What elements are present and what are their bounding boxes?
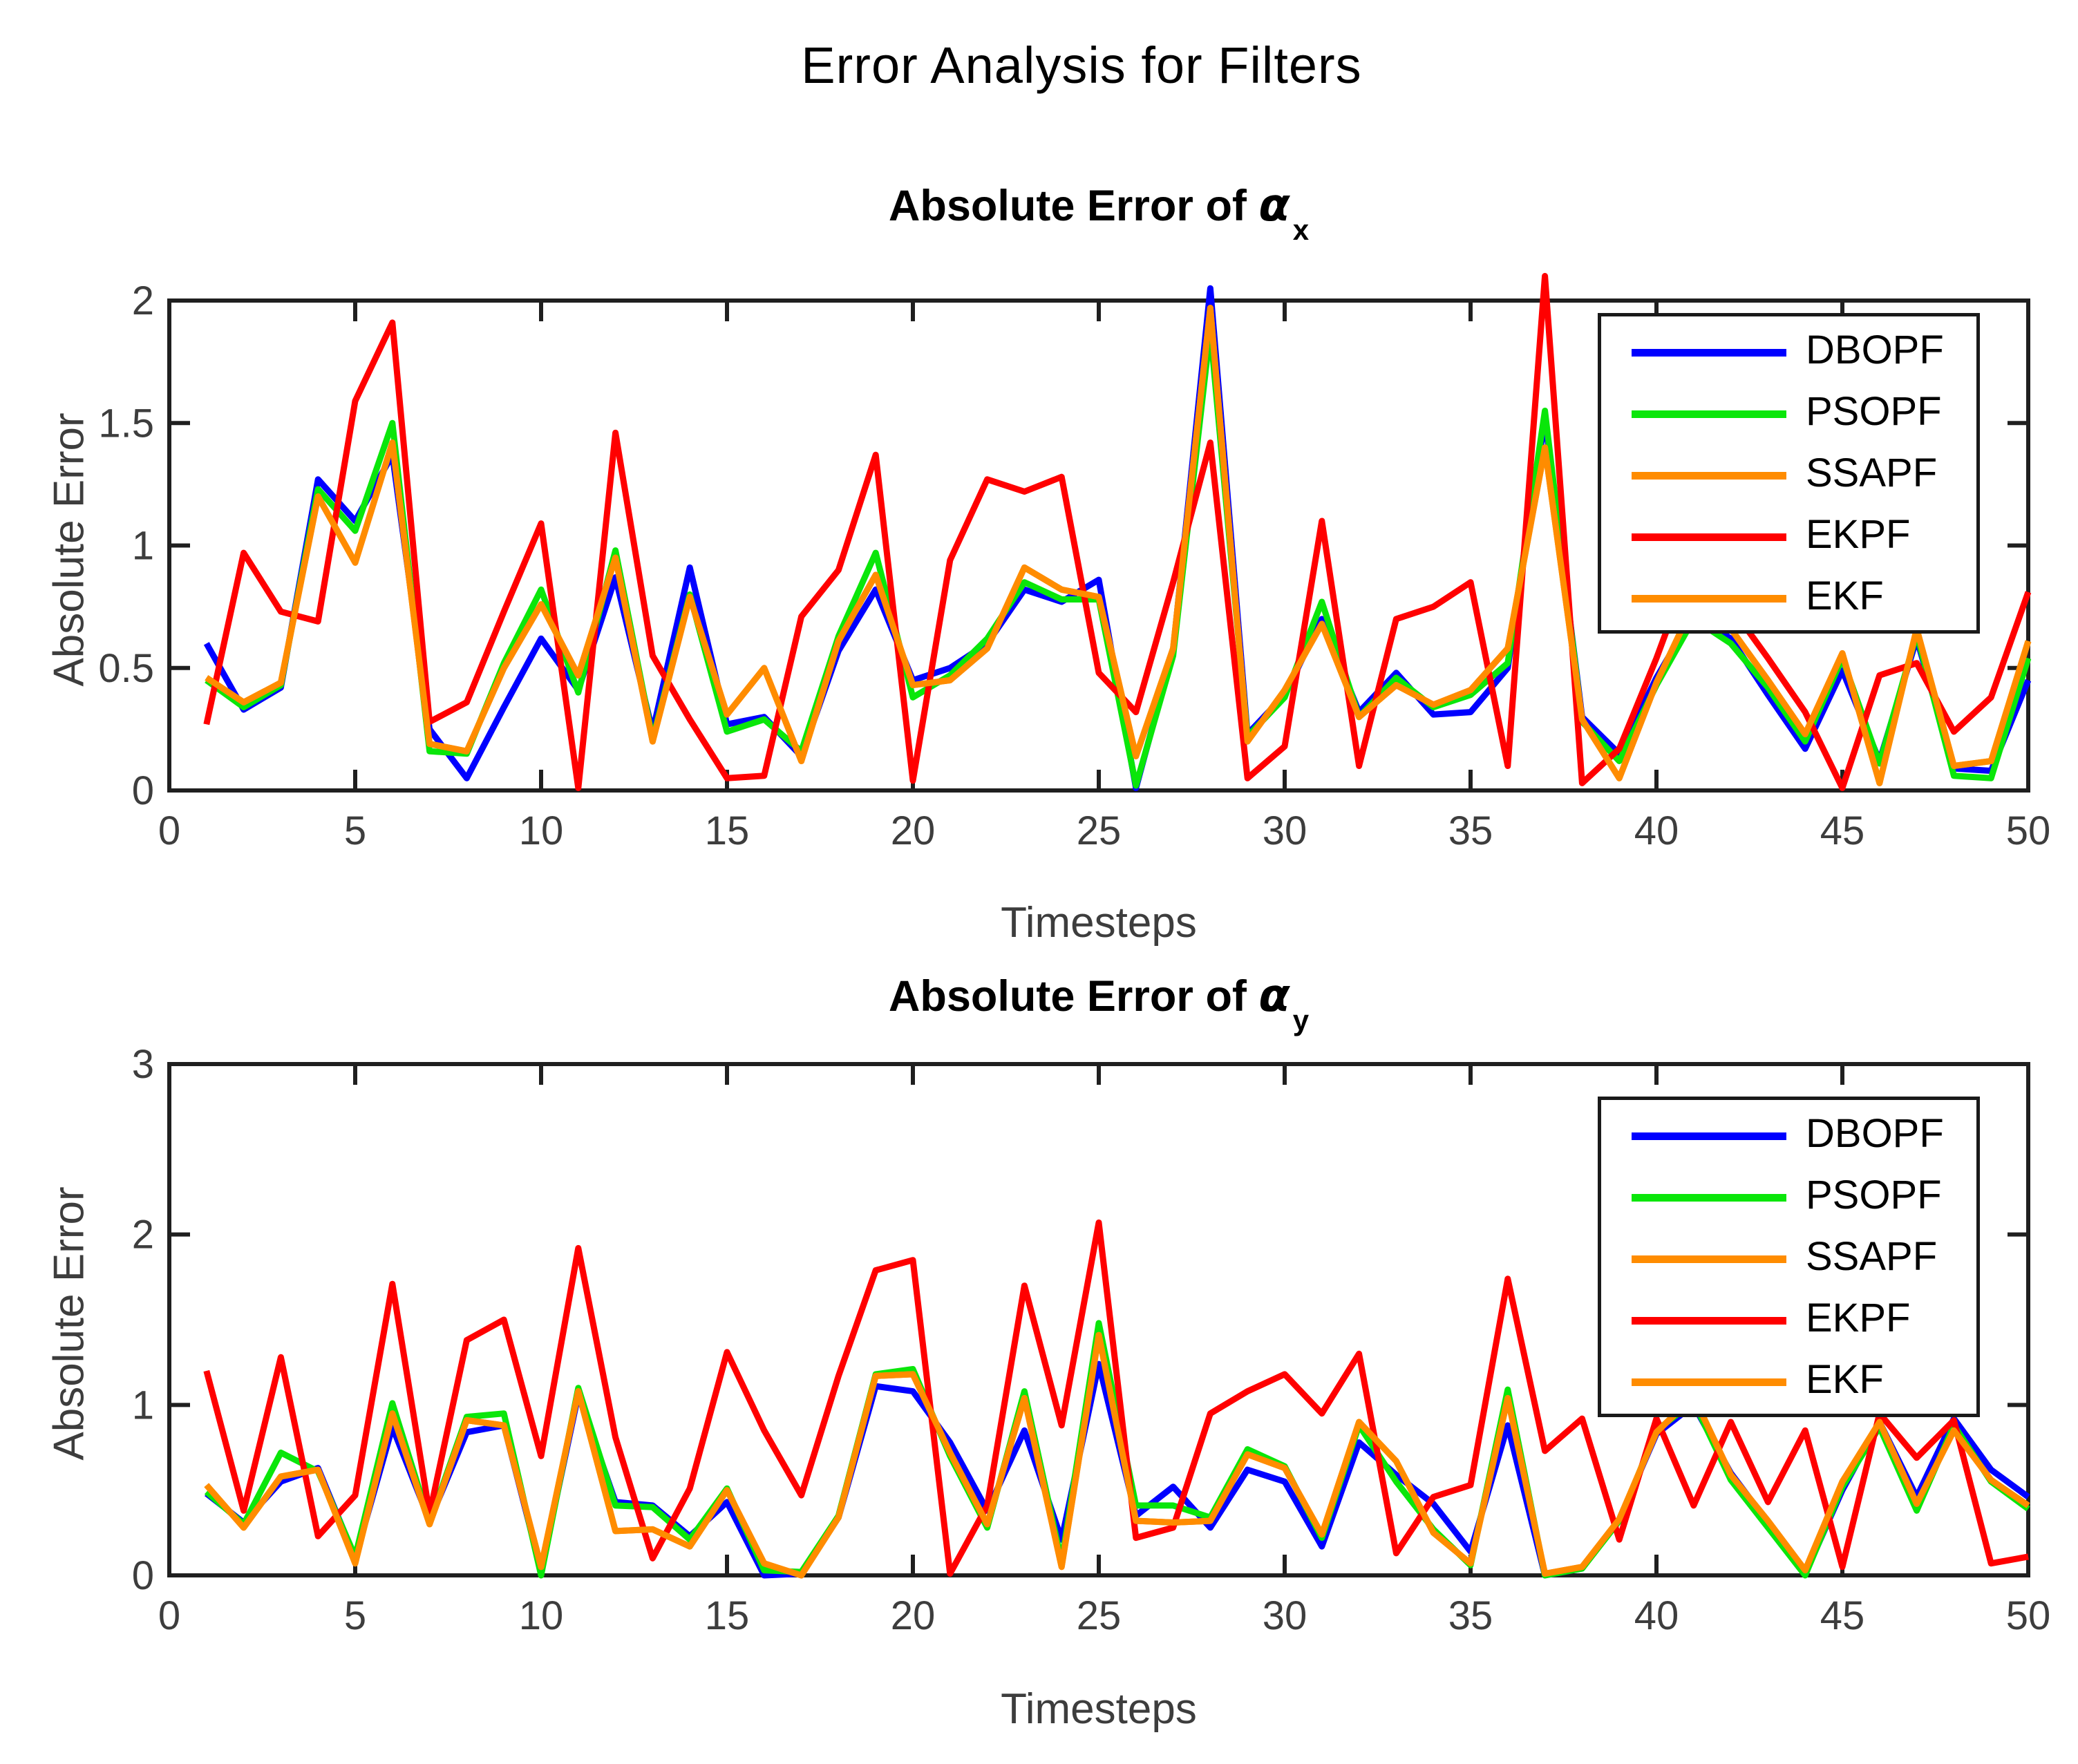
x-tick-label: 40 [1634,808,1679,853]
y-tick-label: 0 [132,1553,154,1598]
legend-swatch-DBOPF [1632,1132,1786,1140]
legend-swatch-EKPF [1632,1317,1786,1325]
x-tick-label: 45 [1820,808,1865,853]
legend-entry-EKPF: EKPF [1601,1290,1976,1352]
legend-entry-EKF: EKF [1601,568,1976,629]
y-tick-label: 2 [132,278,154,323]
x-tick-label: 20 [891,1593,936,1638]
x-tick-label: 0 [158,808,180,853]
legend-swatch-EKPF [1632,533,1786,541]
legend-label: PSOPF [1806,1173,1942,1217]
legend-entry-DBOPF: DBOPF [1601,1106,1976,1167]
legend-label: SSAPF [1806,1234,1938,1279]
legend-label: PSOPF [1806,389,1942,434]
top-chart-xlabel: Timesteps [1001,899,1197,947]
x-tick-label: 20 [891,808,936,853]
legend-swatch-PSOPF [1632,410,1786,418]
series-line-EKPF [203,1219,2029,1577]
x-tick-label: 45 [1820,1593,1865,1638]
legend-swatch-SSAPF [1632,472,1786,480]
x-tick-label: 15 [705,1593,750,1638]
legend-entry-PSOPF: PSOPF [1601,383,1976,445]
legend-entry-DBOPF: DBOPF [1601,322,1976,383]
legend-swatch-SSAPF [1632,1255,1786,1263]
x-tick-label: 5 [344,808,366,853]
y-tick-label: 1 [132,1383,154,1428]
bottom-chart-title: Absolute Error of αy [0,969,2078,1037]
x-tick-label: 15 [705,808,750,853]
legend-swatch-DBOPF [1632,349,1786,357]
bottom-chart-xlabel: Timesteps [1001,1685,1197,1733]
legend-entry-EKPF: EKPF [1601,506,1976,568]
x-tick-label: 10 [519,808,564,853]
top-chart-legend: DBOPF PSOPF SSAPF EKPF EKF [1598,313,1980,634]
x-tick-label: 25 [1077,1593,1122,1638]
alpha-subscript: y [1292,1004,1310,1036]
y-tick-label: 1.5 [98,401,154,446]
alpha-symbol: α [1258,178,1290,231]
x-tick-label: 40 [1634,1593,1679,1638]
x-tick-label: 10 [519,1593,564,1638]
legend-entry-SSAPF: SSAPF [1601,1229,1976,1290]
y-tick-label: 2 [132,1213,154,1258]
y-tick-label: 3 [132,1042,154,1087]
alpha-symbol: α [1258,969,1290,1022]
legend-label: EKF [1806,573,1884,618]
alpha-subscript: x [1292,214,1310,246]
x-tick-label: 30 [1263,1593,1307,1638]
x-tick-label: 30 [1263,808,1307,853]
bottom-chart-title-text: Absolute Error of [888,972,1259,1021]
legend-swatch-PSOPF [1632,1194,1786,1202]
y-tick-label: 0.5 [98,646,154,691]
figure-title: Error Analysis for Filters [801,37,1362,94]
x-tick-label: 35 [1448,808,1493,853]
legend-label: EKPF [1806,512,1911,557]
legend-label: DBOPF [1806,328,1944,372]
top-chart-title-text: Absolute Error of [888,182,1259,230]
y-tick-label: 0 [132,768,154,813]
y-tick-label: 1 [132,524,154,569]
legend-entry-EKF: EKF [1601,1352,1976,1413]
x-tick-label: 35 [1448,1593,1493,1638]
x-tick-label: 25 [1077,808,1122,853]
legend-swatch-EKF [1632,1378,1786,1386]
series-line-EKF [204,1331,2030,1579]
legend-label: SSAPF [1806,451,1938,495]
legend-entry-PSOPF: PSOPF [1601,1167,1976,1229]
legend-entry-SSAPF: SSAPF [1601,445,1976,506]
legend-label: EKF [1806,1357,1884,1402]
x-tick-label: 50 [2006,808,2051,853]
legend-label: DBOPF [1806,1111,1944,1156]
x-tick-label: 50 [2006,1593,2051,1638]
legend-label: EKPF [1806,1296,1911,1340]
bottom-chart-legend: DBOPF PSOPF SSAPF EKPF EKF [1598,1097,1980,1417]
x-tick-label: 0 [158,1593,180,1638]
legend-swatch-EKF [1632,595,1786,603]
x-tick-label: 5 [344,1593,366,1638]
top-chart-title: Absolute Error of αx [0,178,2078,247]
